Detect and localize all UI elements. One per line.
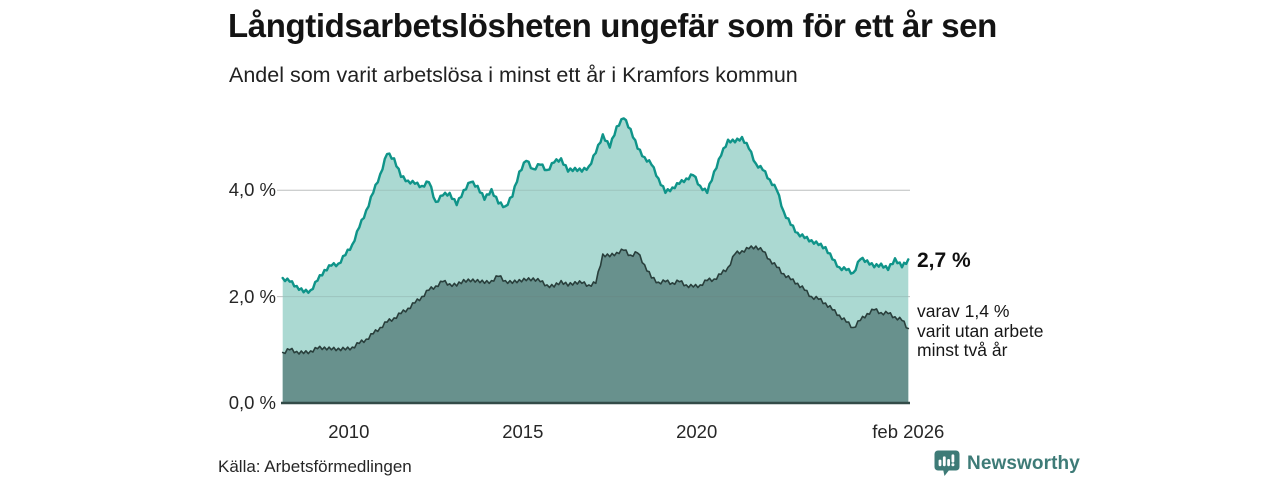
x-tick-label: 2010 [328, 421, 370, 442]
x-tick-label: 2015 [502, 421, 544, 442]
latest-value-label: 2,7 % [917, 249, 971, 272]
breakdown-line: varav 1,4 % [917, 301, 1010, 321]
chart-subtitle: Andel som varit arbetslösa i minst ett å… [229, 63, 798, 87]
gridlines-overlay [277, 189, 910, 298]
source-caption: Källa: Arbetsförmedlingen [218, 457, 412, 476]
bar-chart-speech-bubble-icon [934, 450, 960, 476]
y-tick-label: 2,0 % [228, 285, 276, 307]
breakdown-line: varit utan arbete [917, 320, 1044, 341]
page-title: Långtidsarbetslösheten ungefär som för e… [228, 7, 997, 44]
breakdown-line: minst två år [917, 340, 1008, 360]
y-tick-label: 4,0 % [228, 179, 276, 201]
newsworthy-logo: Newsworthy [934, 450, 1080, 477]
line-series-one-year [281, 117, 910, 294]
y-tick-label: 0,0 % [228, 392, 276, 413]
x-tick-label: feb 2026 [872, 421, 945, 442]
line-series-two-years [281, 245, 910, 355]
newsworthy-wordmark: Newsworthy [967, 452, 1080, 474]
breakdown-annotation: varav 1,4 % varit utan arbete minst två … [917, 301, 1044, 361]
x-tick-label: 2020 [676, 421, 718, 442]
